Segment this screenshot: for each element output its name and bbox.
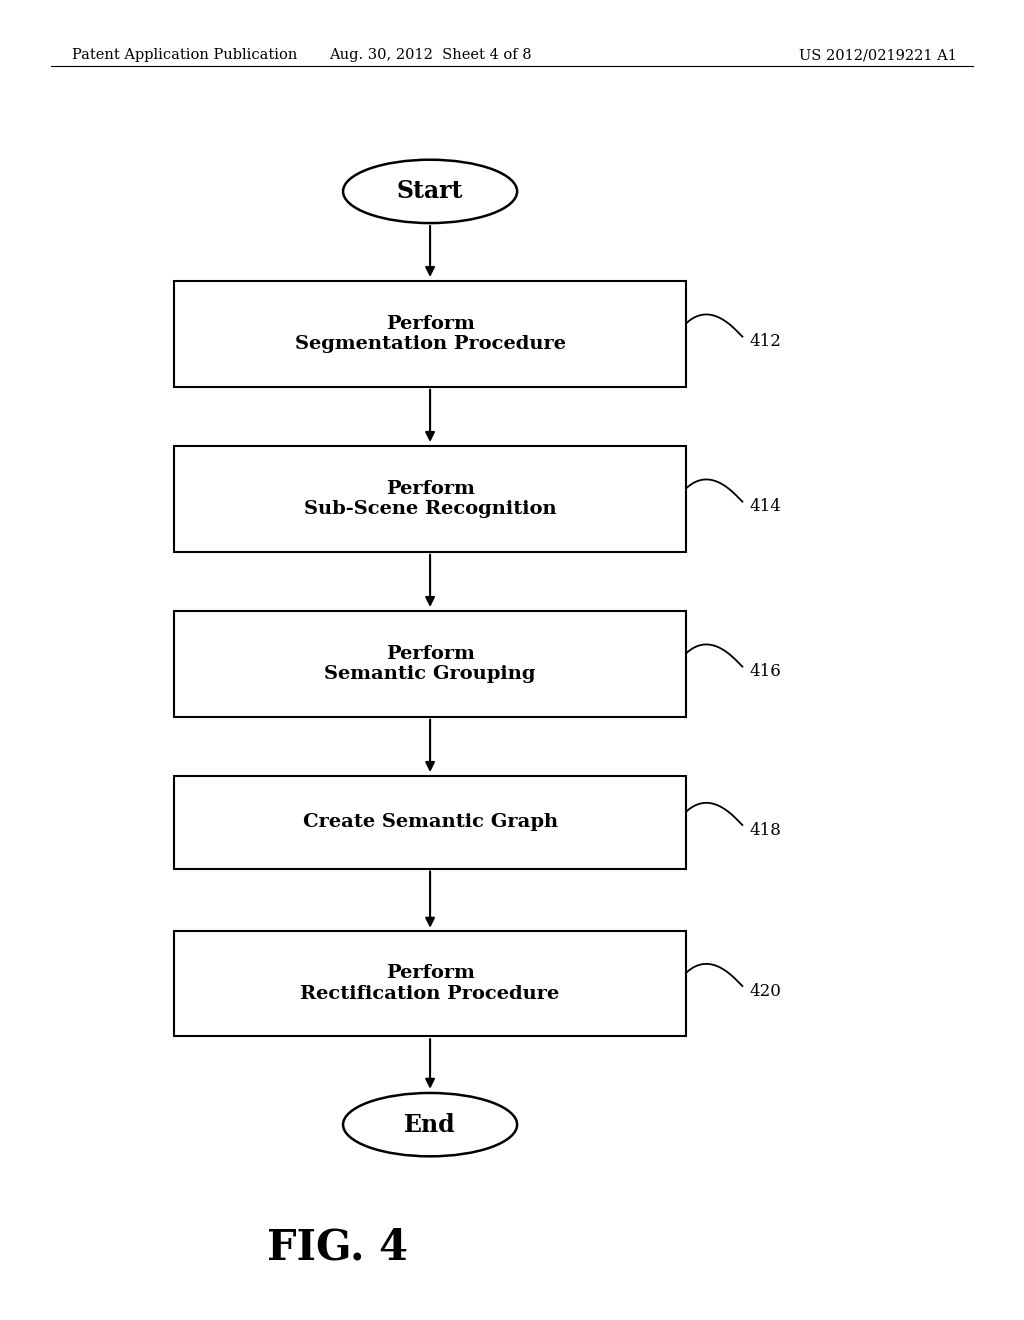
FancyBboxPatch shape xyxy=(174,281,686,387)
Text: Perform
Rectification Procedure: Perform Rectification Procedure xyxy=(300,964,560,1003)
Text: Perform
Sub-Scene Recognition: Perform Sub-Scene Recognition xyxy=(304,479,556,519)
Text: Start: Start xyxy=(397,180,463,203)
FancyBboxPatch shape xyxy=(174,611,686,717)
Text: End: End xyxy=(404,1113,456,1137)
Text: 420: 420 xyxy=(750,983,781,999)
Text: 412: 412 xyxy=(750,334,781,350)
FancyBboxPatch shape xyxy=(174,446,686,552)
FancyBboxPatch shape xyxy=(174,776,686,869)
Text: Perform
Segmentation Procedure: Perform Segmentation Procedure xyxy=(295,314,565,354)
Text: Create Semantic Graph: Create Semantic Graph xyxy=(302,813,558,832)
Text: 418: 418 xyxy=(750,822,781,838)
Text: Patent Application Publication: Patent Application Publication xyxy=(72,49,297,62)
Text: 416: 416 xyxy=(750,664,781,680)
Text: Aug. 30, 2012  Sheet 4 of 8: Aug. 30, 2012 Sheet 4 of 8 xyxy=(329,49,531,62)
Ellipse shape xyxy=(343,1093,517,1156)
Text: Perform
Semantic Grouping: Perform Semantic Grouping xyxy=(325,644,536,684)
Text: US 2012/0219221 A1: US 2012/0219221 A1 xyxy=(799,49,956,62)
FancyBboxPatch shape xyxy=(174,931,686,1036)
Text: 414: 414 xyxy=(750,499,781,515)
Ellipse shape xyxy=(343,160,517,223)
Text: FIG. 4: FIG. 4 xyxy=(267,1226,409,1269)
